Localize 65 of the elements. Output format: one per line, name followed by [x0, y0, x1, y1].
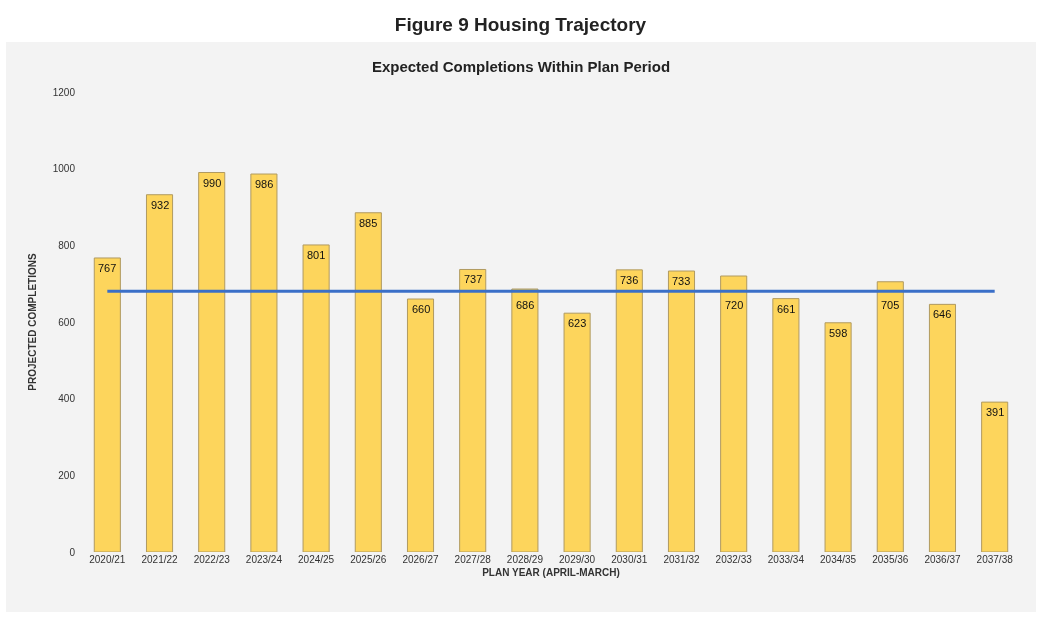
- bar: [198, 172, 226, 552]
- data-label: 733: [672, 275, 691, 287]
- y-tick-label: 1000: [52, 163, 76, 175]
- x-tick-label: 2020/21: [89, 554, 126, 565]
- bar: [406, 298, 435, 552]
- x-axis-title: PLAN YEAR (APRIL-MARCH): [482, 566, 620, 578]
- y-tick-label: 1200: [52, 86, 76, 98]
- x-tick-label: 2022/23: [193, 554, 231, 565]
- x-tick-label: 2024/25: [298, 554, 335, 565]
- data-label: 932: [151, 199, 170, 211]
- bar: [459, 268, 487, 552]
- x-tick-label: 2033/34: [767, 554, 805, 565]
- bar: [981, 401, 1009, 552]
- bar: [145, 194, 174, 552]
- x-tick-label: 2023/24: [245, 554, 283, 565]
- x-tick-label: 2035/36: [872, 554, 909, 565]
- data-label: 986: [255, 178, 274, 190]
- x-tick-label: 2028/29: [506, 554, 544, 565]
- data-label: 737: [464, 273, 483, 285]
- bar: [250, 173, 278, 552]
- bar: [928, 303, 957, 552]
- data-label: 705: [881, 299, 900, 311]
- bar: [511, 288, 539, 552]
- x-tick-label: 2031/32: [663, 554, 700, 565]
- y-tick-label: 200: [58, 469, 76, 481]
- x-tick-label: 2027/28: [454, 554, 492, 565]
- data-label: 660: [412, 303, 431, 315]
- x-tick-label: 2036/37: [924, 554, 961, 565]
- data-label: 391: [986, 406, 1005, 418]
- data-label: 736: [620, 274, 639, 286]
- data-label: 686: [516, 299, 535, 311]
- bar: [563, 312, 591, 552]
- chart-subtitle: Expected Completions Within Plan Period: [371, 58, 671, 76]
- x-tick-label: 2032/33: [715, 554, 753, 565]
- data-label: 720: [725, 299, 744, 311]
- bar: [720, 275, 748, 552]
- data-label: 646: [933, 308, 952, 320]
- bar: [824, 322, 852, 552]
- y-tick-label: 0: [69, 546, 76, 558]
- x-tick-label: 2037/38: [976, 554, 1014, 565]
- chart-title: Figure 9 Housing Trajectory: [393, 14, 648, 37]
- y-tick-label: 400: [58, 393, 76, 405]
- x-tick-label: 2034/35: [820, 554, 857, 565]
- x-tick-label: 2025/26: [350, 554, 387, 565]
- data-label: 885: [359, 217, 378, 229]
- data-label: 661: [777, 303, 796, 315]
- x-tick-label: 2021/22: [141, 554, 179, 565]
- y-tick-label: 600: [58, 316, 76, 328]
- bar: [667, 270, 696, 552]
- bar: [93, 257, 121, 552]
- data-label: 801: [307, 249, 326, 261]
- x-tick-label: 2026/27: [402, 554, 440, 565]
- bar: [615, 269, 643, 552]
- bar: [772, 298, 800, 552]
- data-label: 767: [98, 262, 117, 274]
- y-tick-label: 800: [58, 239, 76, 251]
- x-tick-label: 2029/30: [559, 554, 596, 565]
- y-axis-title: PROJECTED COMPLETIONS: [26, 253, 38, 391]
- data-label: 990: [203, 177, 222, 189]
- bar: [302, 244, 330, 552]
- bar: [354, 212, 382, 552]
- bar: [876, 281, 904, 552]
- x-tick-label: 2030/31: [611, 554, 648, 565]
- data-label: 623: [568, 317, 587, 329]
- data-label: 598: [829, 327, 848, 339]
